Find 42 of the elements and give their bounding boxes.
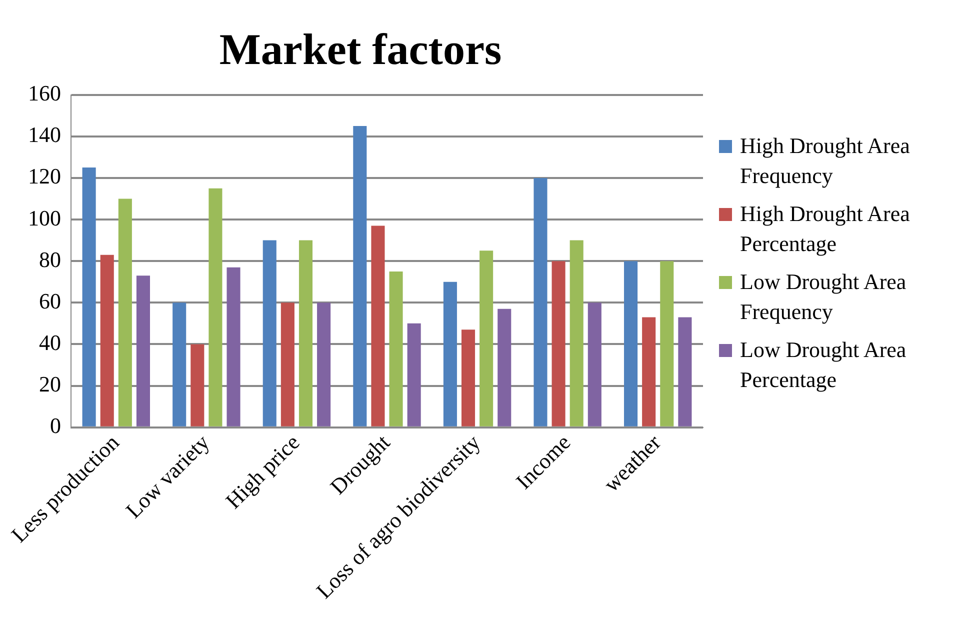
bar [534, 178, 548, 426]
bar [118, 198, 132, 426]
bar [226, 267, 240, 426]
bar [136, 276, 150, 426]
bar [172, 302, 186, 426]
y-tick-label: 20 [39, 372, 61, 397]
bar [498, 308, 512, 426]
legend-label: High Drought Area Percentage [740, 200, 911, 258]
y-tick-label: 100 [28, 205, 61, 230]
bar [371, 226, 385, 426]
legend-label: Low Drought Area Percentage [740, 336, 908, 394]
bar [298, 240, 313, 426]
bar [624, 261, 638, 426]
bar [552, 261, 566, 426]
bar [280, 302, 294, 426]
bar [317, 302, 331, 426]
y-tick-label: 160 [28, 80, 61, 106]
bar [389, 271, 403, 426]
bar [678, 317, 692, 426]
y-tick-label: 0 [50, 413, 61, 438]
bar [480, 250, 494, 426]
chart-title: Market factors [219, 24, 502, 74]
y-tick-label: 140 [28, 122, 61, 148]
y-tick-label: 120 [28, 164, 61, 189]
bar [190, 344, 204, 426]
bar [262, 240, 276, 426]
bar [443, 282, 457, 426]
bar [588, 302, 602, 426]
bar [208, 188, 222, 426]
bar [353, 126, 367, 426]
y-tick-label: 40 [39, 330, 61, 355]
bar [660, 261, 674, 426]
legend-label: High Drought Area Frequency [740, 132, 911, 190]
bar [100, 254, 114, 426]
bar [407, 323, 421, 426]
bar [642, 317, 656, 426]
y-tick-label: 60 [39, 288, 61, 314]
y-tick-label: 80 [39, 246, 61, 272]
bar [461, 330, 476, 426]
bar [570, 240, 584, 426]
legend-label: Low Drought Area Frequency [740, 268, 908, 326]
bar [82, 168, 96, 426]
